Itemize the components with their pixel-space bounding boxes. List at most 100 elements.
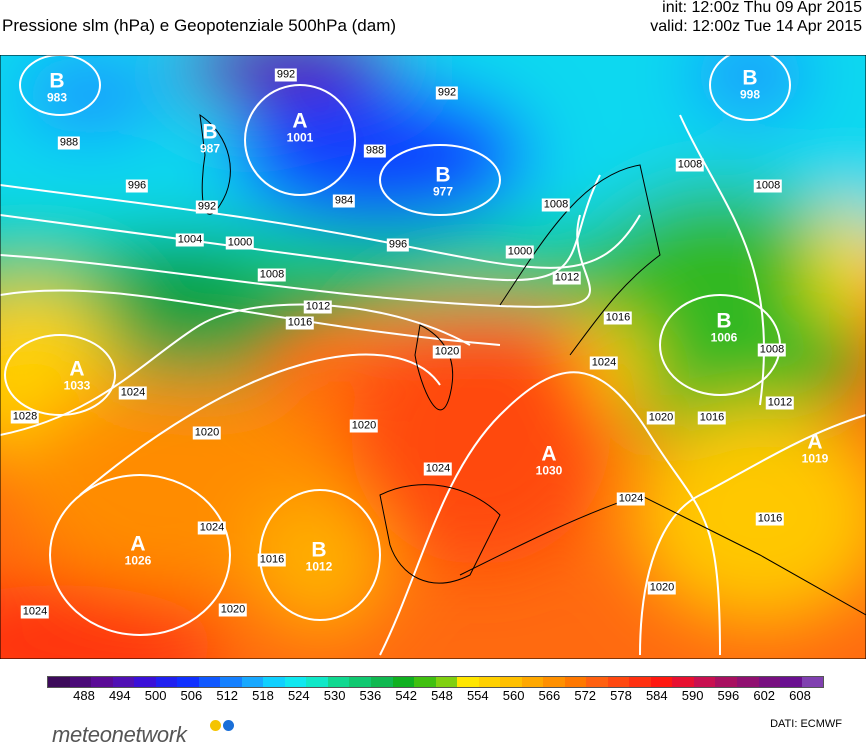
- colorbar-tick-label: 494: [108, 688, 131, 703]
- colorbar-tick-label: 578: [610, 688, 632, 703]
- colorbar-swatch: [284, 677, 307, 687]
- colorbar-labels: 488 494 500 506 512 518 524 530 536 542 548 554 560 5…: [0, 688, 866, 708]
- colorbar-swatch: [758, 677, 781, 687]
- colorbar-swatch: [349, 677, 371, 687]
- colorbar-swatch: [521, 677, 544, 687]
- colorbar-swatch: [801, 677, 824, 687]
- colorbar-swatch: [543, 677, 565, 687]
- isobar-label: 988: [363, 144, 387, 158]
- isobar-label: 1020: [432, 345, 462, 359]
- colorbar-swatch: [780, 677, 802, 687]
- colorbar-tick-label: 560: [502, 688, 525, 703]
- isobar-label: 984: [332, 194, 356, 208]
- colorbar-swatch: [629, 677, 651, 687]
- isobar-label: 1020: [192, 426, 222, 440]
- run-info: init: 12:00z Thu 09 Apr 2015 valid: 12:0…: [650, 0, 862, 36]
- pressure-center: A 1030: [535, 442, 563, 478]
- colorbar-swatch: [650, 677, 673, 687]
- colorbar-tick-label: 548: [431, 688, 453, 703]
- colorbar-tick-label: 524: [287, 688, 310, 703]
- colorbar-swatch: [263, 677, 285, 687]
- isobar-label: 1020: [218, 603, 248, 617]
- colorbar-swatch: [69, 677, 92, 687]
- meteonetwork-logo: meteonetwork: [52, 722, 187, 747]
- isobar-label: 1008: [757, 343, 787, 357]
- isobar-label: 1000: [225, 236, 255, 250]
- data-source: DATI: ECMWF: [770, 718, 842, 730]
- isobar-label: 1024: [197, 521, 227, 535]
- isobar-label: 1012: [765, 396, 795, 410]
- logo-dot-yellow: [210, 720, 221, 731]
- colorbar-tick-label: 512: [216, 688, 239, 703]
- pressure-center: A 1026: [124, 532, 152, 568]
- isobar-label: 1008: [675, 158, 705, 172]
- chart-title: Pressione slm (hPa) e Geopotenziale 500h…: [2, 16, 397, 35]
- colorbar-swatch: [672, 677, 694, 687]
- colorbar-swatch: [48, 677, 70, 687]
- logo-dot-blue: [223, 720, 234, 731]
- pressure-center: B 983: [46, 69, 68, 105]
- isobar-label: 1016: [603, 311, 633, 325]
- isobar-label: 1008: [257, 268, 287, 282]
- isobar-label: 992: [435, 86, 459, 100]
- colorbar-swatch: [306, 677, 328, 687]
- isobar-label: 1016: [697, 411, 727, 425]
- isobar-label: 1024: [589, 356, 619, 370]
- colorbar-tick-label: 506: [180, 688, 203, 703]
- init-time: init: 12:00z Thu 09 Apr 2015: [662, 0, 862, 16]
- isobar-label: 1024: [616, 492, 646, 506]
- isobar-label: 1020: [349, 419, 379, 433]
- geopotential-field: [0, 55, 866, 659]
- colorbar-swatch: [241, 677, 264, 687]
- isobar-label: 1012: [552, 271, 582, 285]
- colorbar-swatch: [586, 677, 608, 687]
- isobar-label: 996: [125, 179, 149, 193]
- colorbar-tick-label: 488: [73, 688, 95, 703]
- colorbar-swatch: [715, 677, 737, 687]
- colorbar-swatch: [435, 677, 458, 687]
- pressure-center: A 1001: [286, 109, 314, 145]
- colorbar-tick-label: 500: [144, 688, 167, 703]
- isobar-label: 992: [274, 68, 298, 82]
- isobar-label: 996: [386, 238, 410, 252]
- isobar-label: 1016: [257, 553, 287, 567]
- colorbar-swatch: [693, 677, 716, 687]
- isobars: [0, 55, 866, 656]
- isobar-label: 1008: [541, 198, 571, 212]
- colorbar-swatch: [500, 677, 522, 687]
- isobar-label: 1024: [20, 605, 50, 619]
- isobar-label: 1016: [285, 316, 315, 330]
- colorbar-swatch: [327, 677, 350, 687]
- pressure-center: B 1012: [305, 538, 333, 574]
- colorbar-swatch: [112, 677, 135, 687]
- pressure-center: B 987: [199, 120, 221, 156]
- isobar-label: 1028: [10, 410, 40, 424]
- colorbar-swatch: [91, 677, 113, 687]
- colorbar-swatch: [155, 677, 178, 687]
- isobar-label: 1016: [755, 512, 785, 526]
- colorbar-tick-label: 572: [574, 688, 597, 703]
- colorbar-swatch: [564, 677, 587, 687]
- colorbar-tick-label: 518: [252, 688, 274, 703]
- isobar-label: 1024: [118, 386, 148, 400]
- isobar-label: 1008: [753, 179, 783, 193]
- pressure-center: B 977: [432, 163, 454, 199]
- colorbar-tick-label: 584: [645, 688, 668, 703]
- pressure-center: B 998: [739, 66, 761, 102]
- colorbar-swatch: [134, 677, 156, 687]
- valid-time: valid: 12:00z Tue 14 Apr 2015: [650, 18, 862, 35]
- colorbar-swatch: [414, 677, 436, 687]
- pressure-center: A 1019: [801, 430, 829, 466]
- colorbar-swatch: [177, 677, 199, 687]
- colorbar-tick-label: 536: [359, 688, 382, 703]
- colorbar-tick-label: 608: [789, 688, 811, 703]
- colorbar-tick-label: 596: [717, 688, 740, 703]
- isobar-label: 988: [57, 136, 81, 150]
- colorbar-swatch: [478, 677, 501, 687]
- isobar-label: 1020: [646, 411, 676, 425]
- colorbar-swatch: [607, 677, 630, 687]
- colorbar-swatch: [737, 677, 759, 687]
- isobar-label: 1004: [175, 233, 205, 247]
- isobar-label: 1020: [647, 581, 677, 595]
